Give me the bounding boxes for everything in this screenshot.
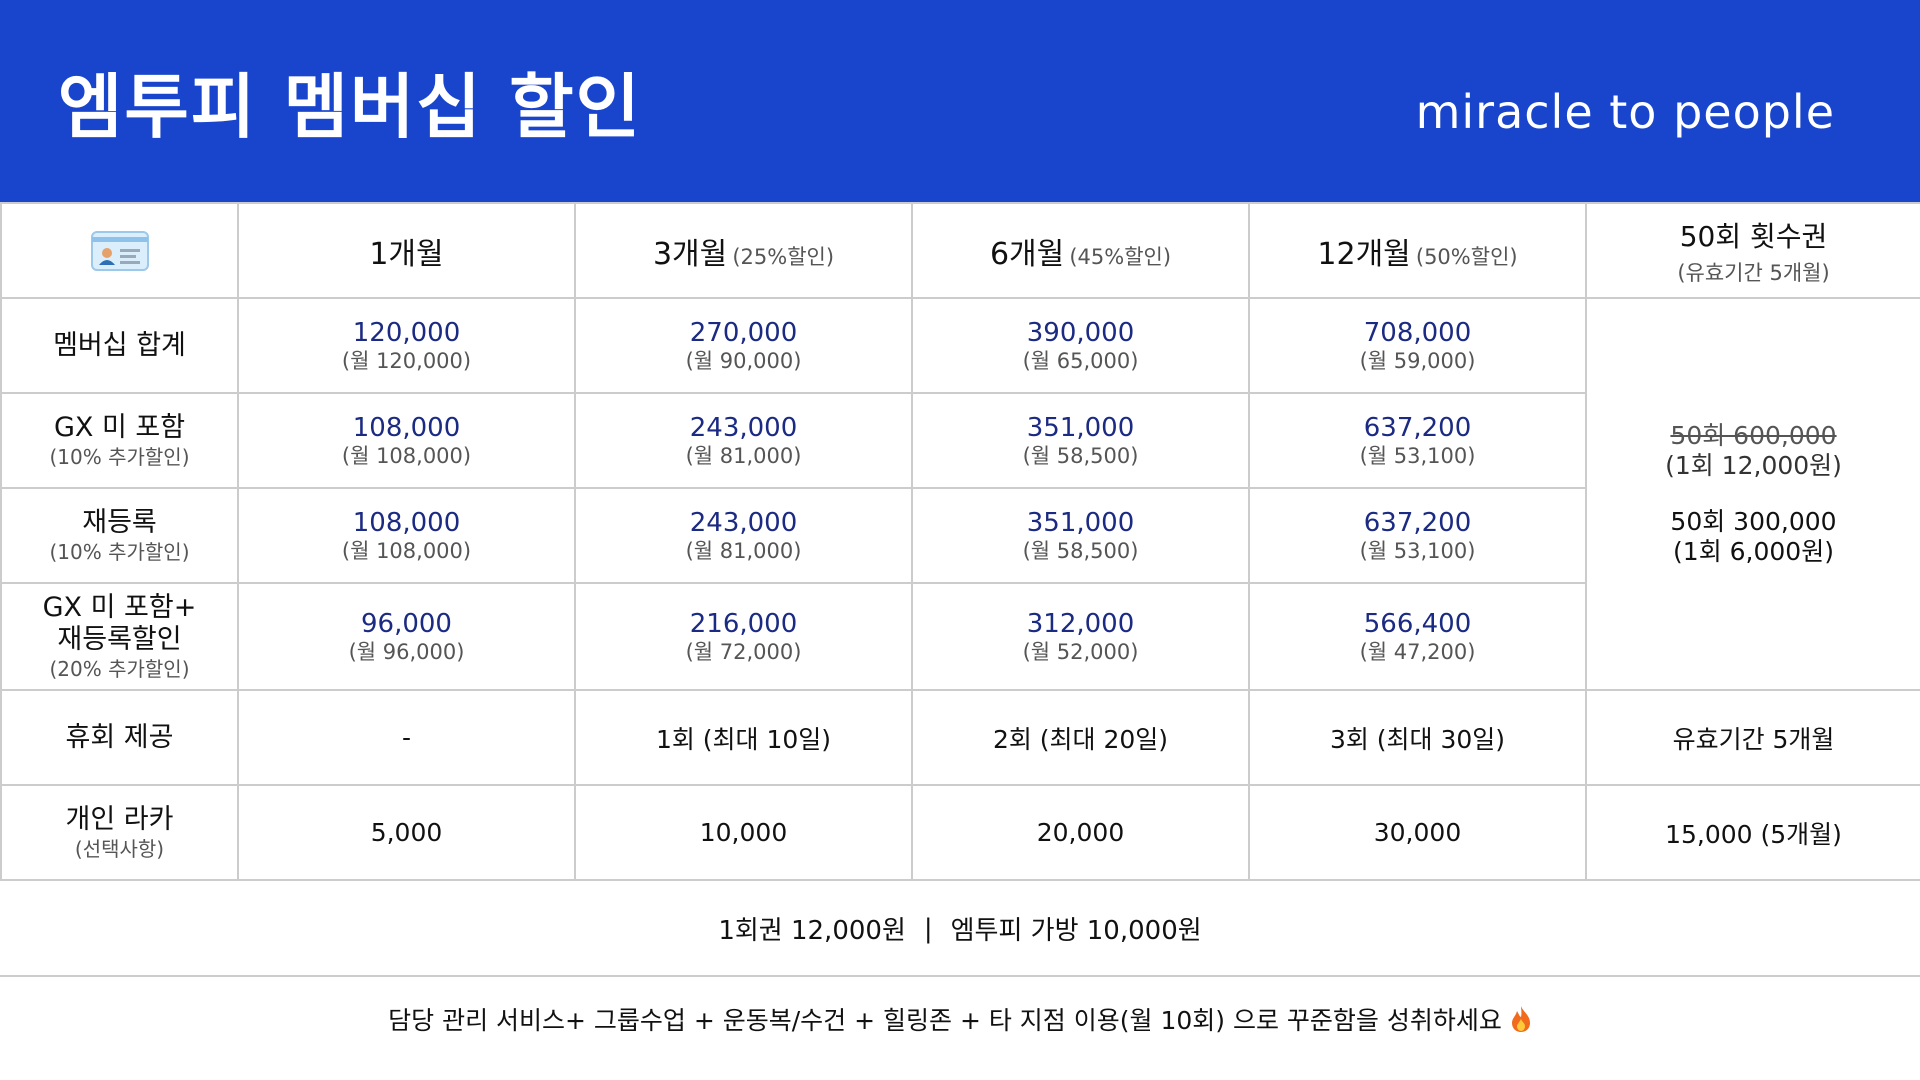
footer-extra-prices: 1회권 12,000원 | 엠투피 가방 10,000원 [0, 882, 1920, 977]
locker-cell: 5,000 [237, 784, 576, 881]
column-header-3month: 3개월 (25%할인) [574, 202, 913, 299]
column-header-12month: 12개월 (50%할인) [1248, 202, 1587, 299]
table-row: GX 미 포함 (10% 추가할인) 108,000 (월 108,000) 2… [0, 392, 1920, 489]
price-cell: 96,000 (월 96,000) [237, 582, 576, 691]
price-cell: 351,000 (월 58,500) [911, 487, 1250, 584]
pause-cell: - [237, 689, 576, 786]
bag-price: 엠투피 가방 10,000원 [950, 916, 1202, 946]
row-label-cell: GX 미 포함+ 재등록할인 (20% 추가할인) [0, 582, 239, 691]
header-icon-cell [0, 202, 239, 299]
price-cell: 637,200 (월 53,100) [1248, 487, 1587, 584]
price-cell: 708,000 (월 59,000) [1248, 297, 1587, 394]
header-banner: 엠투피 멤버십 할인 miracle to people [0, 0, 1920, 202]
price-cell: 390,000 (월 65,000) [911, 297, 1250, 394]
fire-icon [1511, 1006, 1530, 1032]
locker-cell: 20,000 [911, 784, 1250, 881]
price-cell: 243,000 (월 81,000) [574, 487, 913, 584]
locker-row: 개인 라카 (선택사항) 5,000 10,000 20,000 30,000 … [0, 784, 1920, 881]
merged-50-session-price-cell: 50회 600,000 (1회 12,000원) 50회 300,000 (1회… [1585, 297, 1920, 691]
original-50-per-session: (1회 12,000원) [1665, 451, 1842, 480]
price-cell: 108,000 (월 108,000) [237, 487, 576, 584]
price-cell: 270,000 (월 90,000) [574, 297, 913, 394]
column-header-50-sessions: 50회 횟수권 (유효기간 5개월) [1585, 202, 1920, 299]
price-cell: 637,200 (월 53,100) [1248, 392, 1587, 489]
pause-cell: 1회 (최대 10일) [574, 689, 913, 786]
price-cell: 216,000 (월 72,000) [574, 582, 913, 691]
column-header-6month: 6개월 (45%할인) [911, 202, 1250, 299]
locker-cell: 30,000 [1248, 784, 1587, 881]
brand-slogan: miracle to people [1415, 85, 1835, 139]
page-title: 엠투피 멤버십 할인 [58, 66, 642, 148]
row-label-cell: 휴회 제공 [0, 689, 239, 786]
discounted-50-per-session: (1회 6,000원) [1673, 537, 1834, 566]
pause-cell: 3회 (최대 30일) [1248, 689, 1587, 786]
footer-benefits: 담당 관리 서비스+ 그룹수업 + 운동복/수건 + 힐링존 + 타 지점 이용… [0, 979, 1920, 1059]
price-cell: 351,000 (월 58,500) [911, 392, 1250, 489]
membership-card-icon [90, 230, 149, 271]
table-header-row: 1개월 3개월 (25%할인) 6개월 (45%할인) 12개월 (50%할인)… [0, 202, 1920, 299]
benefits-text: 담당 관리 서비스+ 그룹수업 + 운동복/수건 + 힐링존 + 타 지점 이용… [388, 1006, 1502, 1035]
separator: | [923, 913, 933, 944]
discounted-50-price: 50회 300,000 [1670, 507, 1837, 536]
price-cell: 108,000 (월 108,000) [237, 392, 576, 489]
column-header-1month: 1개월 [237, 202, 576, 299]
row-label-cell: 개인 라카 (선택사항) [0, 784, 239, 881]
single-pass-price: 1회권 12,000원 [718, 916, 906, 946]
pause-cell: 2회 (최대 20일) [911, 689, 1250, 786]
pause-cell: 유효기간 5개월 [1585, 689, 1920, 786]
row-label-cell: 멤버십 합계 [0, 297, 239, 394]
table-row: 재등록 (10% 추가할인) 108,000 (월 108,000) 243,0… [0, 487, 1920, 584]
pause-row: 휴회 제공 - 1회 (최대 10일) 2회 (최대 20일) 3회 (최대 3… [0, 689, 1920, 786]
row-label-cell: GX 미 포함 (10% 추가할인) [0, 392, 239, 489]
locker-cell: 15,000 (5개월) [1585, 784, 1920, 881]
price-cell: 243,000 (월 81,000) [574, 392, 913, 489]
price-cell: 312,000 (월 52,000) [911, 582, 1250, 691]
price-cell: 566,400 (월 47,200) [1248, 582, 1587, 691]
membership-pricing-table: 1개월 3개월 (25%할인) 6개월 (45%할인) 12개월 (50%할인)… [0, 202, 1920, 881]
locker-cell: 10,000 [574, 784, 913, 881]
original-50-price: 50회 600,000 [1670, 421, 1837, 450]
table-row: 멤버십 합계 120,000 (월 120,000) 270,000 (월 90… [0, 297, 1920, 691]
price-cell: 120,000 (월 120,000) [237, 297, 576, 394]
table-row: GX 미 포함+ 재등록할인 (20% 추가할인) 96,000 (월 96,0… [0, 582, 1920, 691]
row-label-cell: 재등록 (10% 추가할인) [0, 487, 239, 584]
